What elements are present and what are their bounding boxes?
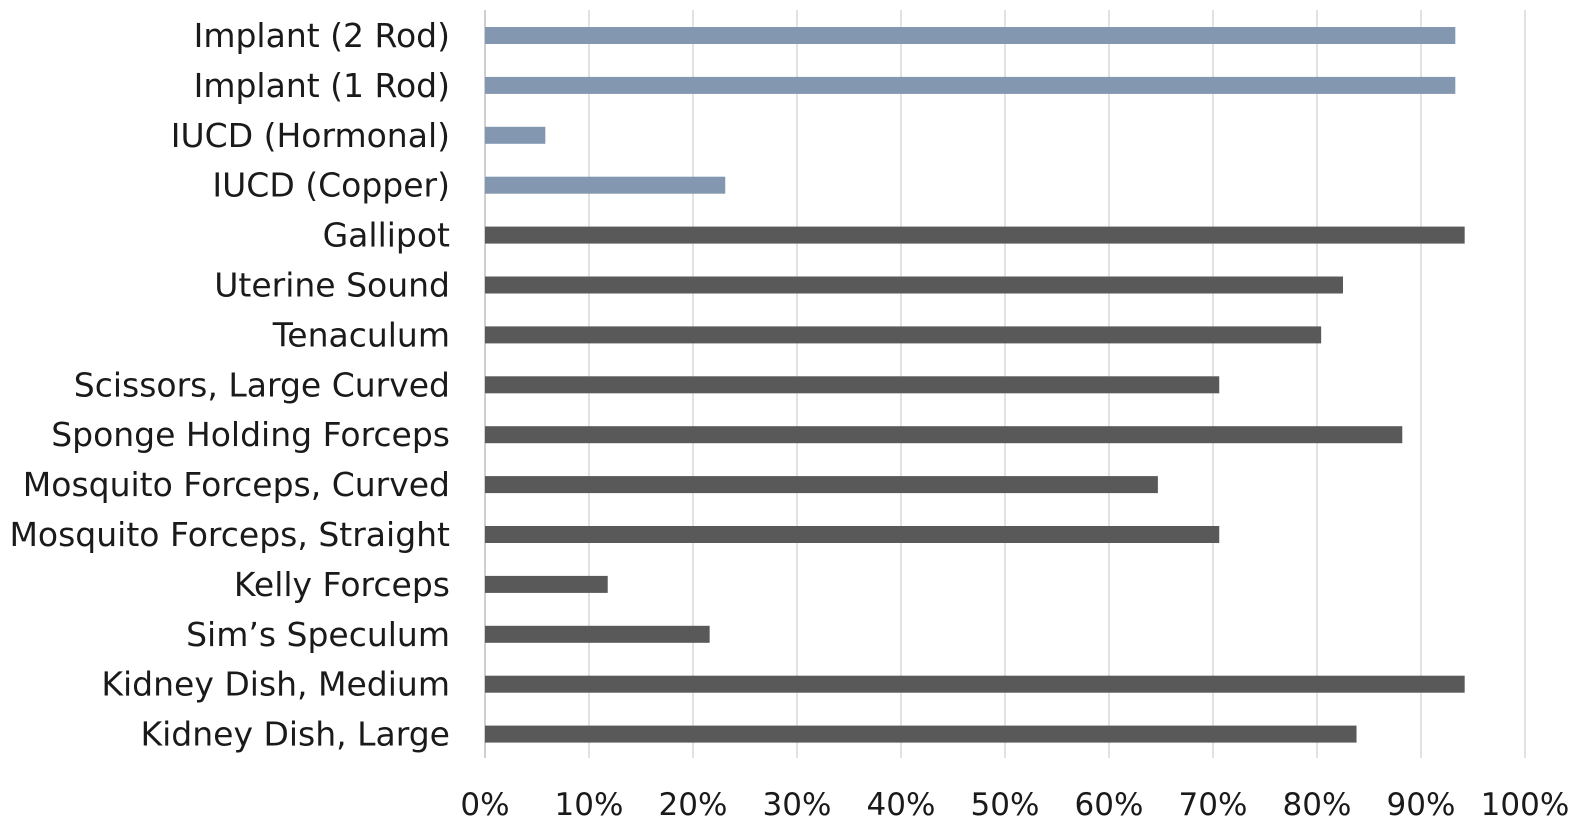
category-label: Kidney Dish, Medium [101, 665, 450, 704]
bar [485, 177, 725, 194]
x-tick-label: 80% [1283, 787, 1352, 823]
x-tick-label: 0% [460, 787, 509, 823]
bar [485, 426, 1402, 443]
bar [485, 277, 1343, 294]
x-axis-tick-labels: 0% 10% 20% 30% 40% 50% 60% 70% 80% 90% 100% [460, 787, 1569, 823]
category-label: Tenaculum [272, 315, 450, 354]
x-tick-label: 70% [1179, 787, 1248, 823]
bar [485, 676, 1465, 693]
x-tick-label: 20% [659, 787, 728, 823]
x-tick-label: 50% [971, 787, 1040, 823]
category-label: Uterine Sound [214, 266, 450, 305]
category-label: IUCD (Copper) [212, 166, 450, 205]
category-label: Sponge Holding Forceps [51, 415, 450, 454]
category-label: Gallipot [323, 216, 450, 255]
bar [485, 376, 1219, 393]
bar [485, 626, 710, 643]
x-tick-label: 60% [1075, 787, 1144, 823]
category-label: Implant (2 Rod) [194, 16, 450, 55]
x-tick-label: 90% [1387, 787, 1456, 823]
category-label: Sim’s Speculum [186, 615, 450, 654]
x-tick-label: 30% [763, 787, 832, 823]
bar [485, 326, 1321, 343]
category-label: Scissors, Large Curved [74, 365, 450, 404]
category-label: Kidney Dish, Large [140, 715, 450, 754]
bar [485, 476, 1158, 493]
bar [485, 27, 1455, 44]
category-label: Kelly Forceps [234, 565, 450, 604]
category-label: IUCD (Hormonal) [171, 116, 450, 155]
bar [485, 77, 1455, 94]
bar [485, 127, 545, 144]
bar [485, 227, 1465, 244]
bar [485, 576, 608, 593]
category-labels: Implant (2 Rod) Implant (1 Rod) IUCD (Horm… [9, 16, 450, 754]
x-tick-label: 100% [1481, 787, 1570, 823]
bar [485, 526, 1219, 543]
x-tick-label: 10% [555, 787, 624, 823]
bar [485, 726, 1357, 743]
category-label: Mosquito Forceps, Curved [23, 465, 450, 504]
category-label: Implant (1 Rod) [194, 66, 450, 105]
x-tick-label: 40% [867, 787, 936, 823]
category-label: Mosquito Forceps, Straight [9, 515, 450, 554]
